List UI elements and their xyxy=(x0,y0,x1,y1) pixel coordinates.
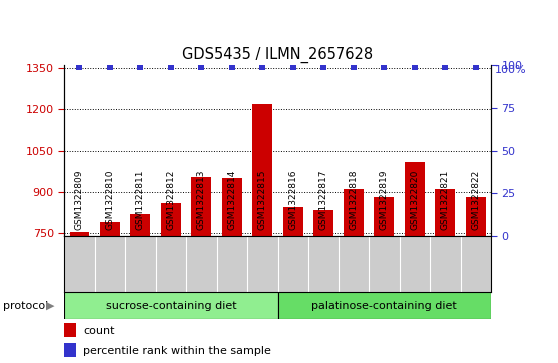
Bar xyxy=(405,162,425,363)
Bar xyxy=(64,323,76,338)
Text: ▶: ▶ xyxy=(46,301,55,311)
Bar xyxy=(191,177,211,363)
Point xyxy=(197,64,206,70)
Bar xyxy=(314,210,333,363)
Point xyxy=(105,64,114,70)
Bar xyxy=(277,292,491,319)
Point xyxy=(228,64,237,70)
Text: protocol: protocol xyxy=(3,301,48,311)
Bar xyxy=(64,292,277,319)
Bar xyxy=(466,197,485,363)
Text: sucrose-containing diet: sucrose-containing diet xyxy=(105,301,236,311)
Point xyxy=(441,64,450,70)
Point xyxy=(166,64,175,70)
Bar xyxy=(374,197,395,363)
Text: 100%: 100% xyxy=(496,65,527,76)
Text: percentile rank within the sample: percentile rank within the sample xyxy=(83,346,271,356)
Text: count: count xyxy=(83,326,115,336)
Point xyxy=(319,64,328,70)
Point xyxy=(349,64,358,70)
Point xyxy=(410,64,419,70)
Text: palatinose-containing diet: palatinose-containing diet xyxy=(311,301,457,311)
Bar xyxy=(344,189,364,363)
Bar xyxy=(252,104,272,363)
Bar xyxy=(283,207,303,363)
Point xyxy=(136,64,145,70)
Bar xyxy=(131,214,150,363)
Bar xyxy=(222,178,242,363)
Title: GDS5435 / ILMN_2657628: GDS5435 / ILMN_2657628 xyxy=(182,46,373,62)
Point xyxy=(258,64,267,70)
Point xyxy=(380,64,389,70)
Point xyxy=(288,64,297,70)
Bar xyxy=(435,189,455,363)
Bar xyxy=(100,222,120,363)
Bar xyxy=(161,203,181,363)
Bar xyxy=(70,232,89,363)
Bar xyxy=(64,343,76,357)
Point xyxy=(472,64,480,70)
Point xyxy=(75,64,84,70)
